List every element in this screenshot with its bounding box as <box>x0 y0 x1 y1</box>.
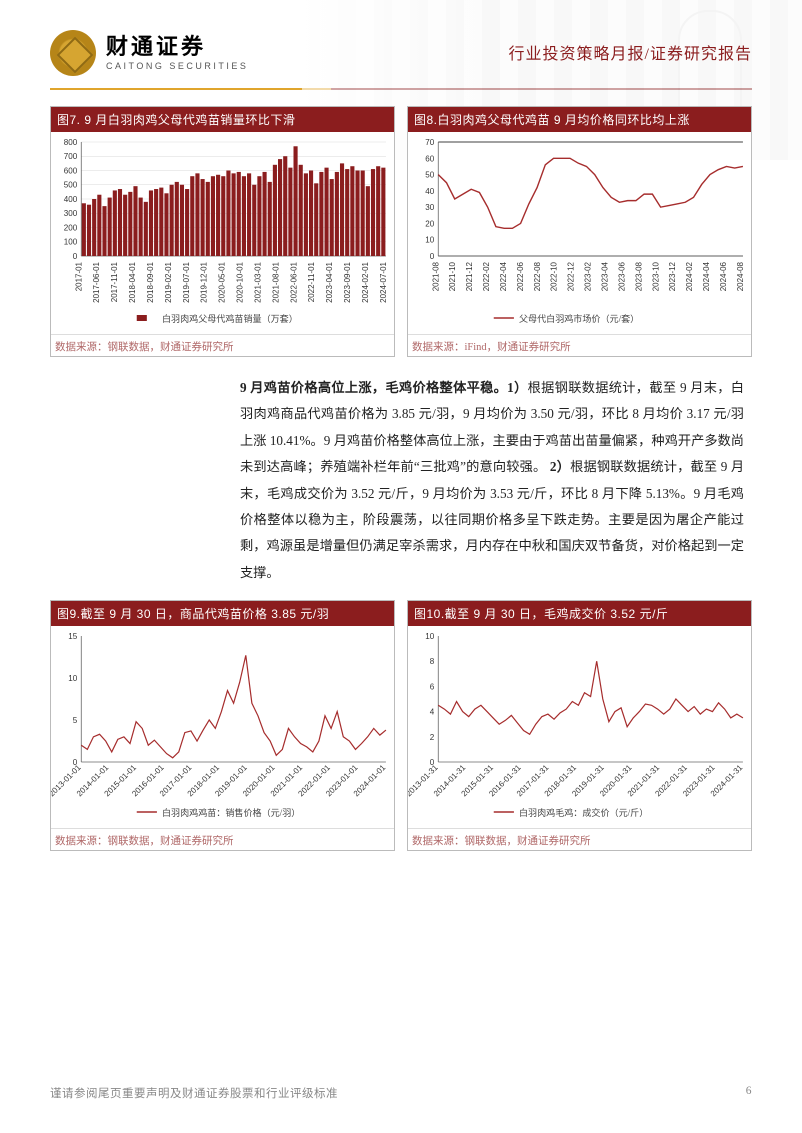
svg-text:30: 30 <box>425 203 434 212</box>
figure-9-chart: 0510152013-01-012014-01-012015-01-012016… <box>51 626 394 828</box>
report-type-label: 行业投资策略月报/证券研究报告 <box>509 30 752 64</box>
svg-text:2022-11-01: 2022-11-01 <box>307 261 316 302</box>
svg-text:10: 10 <box>68 674 77 683</box>
figure-9-source: 数据来源：钢联数据，财通证券研究所 <box>51 828 394 850</box>
svg-text:700: 700 <box>64 152 78 161</box>
svg-text:4: 4 <box>430 708 435 717</box>
footer-disclaimer: 谨请参阅尾页重要声明及财通证券股票和行业评级标准 <box>50 1085 338 1101</box>
svg-text:2017-01: 2017-01 <box>74 261 83 291</box>
svg-text:20: 20 <box>425 219 434 228</box>
svg-text:2024-02: 2024-02 <box>685 261 694 291</box>
figure-9-title: 图9.截至 9 月 30 日，商品代鸡苗价格 3.85 元/羽 <box>51 601 394 626</box>
svg-text:2023-09-01: 2023-09-01 <box>343 261 352 302</box>
svg-text:2022-04: 2022-04 <box>499 261 508 291</box>
svg-text:2021-08: 2021-08 <box>431 261 440 291</box>
svg-text:2022-06-01: 2022-06-01 <box>289 261 298 302</box>
page-body: 图7. 9 月白羽肉鸡父母代鸡苗销量环比下滑 01002003004005006… <box>0 90 802 851</box>
svg-text:2021-12: 2021-12 <box>465 261 474 291</box>
logo-icon <box>50 30 96 76</box>
company-name-zh: 财通证券 <box>106 36 248 58</box>
page-header: 财通证券 CAITONG SECURITIES 行业投资策略月报/证券研究报告 <box>0 0 802 76</box>
svg-text:2020-10-01: 2020-10-01 <box>236 261 245 302</box>
svg-text:2024-02-01: 2024-02-01 <box>361 261 370 302</box>
svg-text:600: 600 <box>64 167 78 176</box>
figure-9: 图9.截至 9 月 30 日，商品代鸡苗价格 3.85 元/羽 05101520… <box>50 600 395 851</box>
svg-text:200: 200 <box>64 224 78 233</box>
para-2-text: 根据钢联数据统计，截至 9 月末，毛鸡成交价为 3.52 元/斤，9 月均价为 … <box>240 459 744 580</box>
lead-bold-1: 9 月鸡苗价格高位上涨，毛鸡价格整体平稳。1） <box>240 380 528 395</box>
svg-text:60: 60 <box>425 154 434 163</box>
svg-text:0: 0 <box>430 252 435 261</box>
figure-8-chart: 0 10 20 30 40 50 60 70 2021-08 2021-10 2021-12 2022… <box>408 132 751 334</box>
figure-7: 图7. 9 月白羽肉鸡父母代鸡苗销量环比下滑 0 100 200 300 400 500 6… <box>50 106 395 357</box>
svg-text:白羽肉鸡父母代鸡苗销量（万套）: 白羽肉鸡父母代鸡苗销量（万套） <box>162 313 298 324</box>
svg-text:2017-06-01: 2017-06-01 <box>92 261 101 302</box>
svg-text:父母代白羽鸡市场价（元/套）: 父母代白羽鸡市场价（元/套） <box>519 313 639 324</box>
analysis-paragraph: 9 月鸡苗价格高位上涨，毛鸡价格整体平稳。1） 根据钢联数据统计，截至 9 月末，… <box>50 375 752 586</box>
figure-7-source: 数据来源：钢联数据，财通证券研究所 <box>51 334 394 356</box>
svg-text:5: 5 <box>73 716 78 725</box>
figure-row-2: 图9.截至 9 月 30 日，商品代鸡苗价格 3.85 元/羽 05101520… <box>50 600 752 851</box>
figure-10-title: 图10.截至 9 月 30 日，毛鸡成交价 3.52 元/斤 <box>408 601 751 626</box>
figure-10-source: 数据来源：钢联数据，财通证券研究所 <box>408 828 751 850</box>
svg-text:500: 500 <box>64 181 78 190</box>
figure-7-chart: 0 100 200 300 400 500 600 700 800 2017-01 2017-06-… <box>51 132 394 334</box>
svg-text:2022-10: 2022-10 <box>550 261 559 291</box>
lead-bold-2: 2） <box>550 459 570 474</box>
svg-text:0: 0 <box>73 252 78 261</box>
svg-text:70: 70 <box>425 138 434 147</box>
svg-text:2022-06: 2022-06 <box>516 261 525 291</box>
svg-text:2023-06: 2023-06 <box>617 261 626 291</box>
figure-10: 图10.截至 9 月 30 日，毛鸡成交价 3.52 元/斤 024681020… <box>407 600 752 851</box>
svg-text:10: 10 <box>425 236 434 245</box>
figure-10-chart: 02468102013-01-312014-01-312015-01-31201… <box>408 626 751 828</box>
figure-7-title: 图7. 9 月白羽肉鸡父母代鸡苗销量环比下滑 <box>51 107 394 132</box>
logo-block: 财通证券 CAITONG SECURITIES <box>50 30 248 76</box>
page-number: 6 <box>746 1085 752 1101</box>
company-name-en: CAITONG SECURITIES <box>106 61 248 71</box>
svg-text:2023-04: 2023-04 <box>600 261 609 291</box>
svg-text:300: 300 <box>64 209 78 218</box>
svg-text:15: 15 <box>68 632 77 641</box>
svg-text:2020-05-01: 2020-05-01 <box>218 261 227 302</box>
svg-text:白羽肉鸡鸡苗：销售价格（元/羽）: 白羽肉鸡鸡苗：销售价格（元/羽） <box>162 807 300 818</box>
svg-text:800: 800 <box>64 138 78 147</box>
svg-text:2018-04-01: 2018-04-01 <box>128 261 137 302</box>
svg-text:白羽肉鸡毛鸡：成交价（元/斤）: 白羽肉鸡毛鸡：成交价（元/斤） <box>519 807 648 818</box>
svg-text:2019-12-01: 2019-12-01 <box>200 261 209 302</box>
svg-text:2022-12: 2022-12 <box>567 261 576 291</box>
svg-text:2022-02: 2022-02 <box>482 261 491 291</box>
figure-8-source: 数据来源：iFind，财通证券研究所 <box>408 334 751 356</box>
figure-row-1: 图7. 9 月白羽肉鸡父母代鸡苗销量环比下滑 01002003004005006… <box>50 106 752 357</box>
svg-text:100: 100 <box>64 238 78 247</box>
svg-text:2024-04: 2024-04 <box>702 261 711 291</box>
svg-text:2022-08: 2022-08 <box>533 261 542 291</box>
svg-text:2019-07-01: 2019-07-01 <box>182 261 191 302</box>
svg-text:2023-02: 2023-02 <box>584 261 593 291</box>
svg-text:8: 8 <box>430 657 435 666</box>
svg-text:2019-02-01: 2019-02-01 <box>164 261 173 302</box>
svg-text:2023-04-01: 2023-04-01 <box>325 261 334 302</box>
svg-text:2: 2 <box>430 733 435 742</box>
svg-text:2023-12: 2023-12 <box>668 261 677 291</box>
svg-text:2024-06: 2024-06 <box>719 261 728 291</box>
page-footer: 谨请参阅尾页重要声明及财通证券股票和行业评级标准 6 <box>50 1085 752 1101</box>
svg-text:2017-11-01: 2017-11-01 <box>110 261 119 302</box>
svg-text:2021-08-01: 2021-08-01 <box>271 261 280 302</box>
svg-text:2023-08: 2023-08 <box>634 261 643 291</box>
svg-text:2024-08: 2024-08 <box>736 261 745 291</box>
svg-text:400: 400 <box>64 195 78 204</box>
figure-8: 图8.白羽肉鸡父母代鸡苗 9 月均价格同环比均上涨 0 10 20 30 40 50 60 7… <box>407 106 752 357</box>
figure-8-title: 图8.白羽肉鸡父母代鸡苗 9 月均价格同环比均上涨 <box>408 107 751 132</box>
svg-text:50: 50 <box>425 171 434 180</box>
svg-text:2024-07-01: 2024-07-01 <box>379 261 388 302</box>
svg-text:6: 6 <box>430 683 435 692</box>
svg-text:2023-10: 2023-10 <box>651 261 660 291</box>
svg-text:2021-10: 2021-10 <box>448 261 457 291</box>
svg-text:10: 10 <box>425 632 434 641</box>
svg-text:40: 40 <box>425 187 434 196</box>
svg-text:2018-09-01: 2018-09-01 <box>146 261 155 302</box>
svg-text:2021-03-01: 2021-03-01 <box>253 261 262 302</box>
